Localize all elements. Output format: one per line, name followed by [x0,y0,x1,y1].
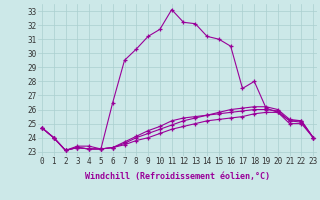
X-axis label: Windchill (Refroidissement éolien,°C): Windchill (Refroidissement éolien,°C) [85,172,270,181]
